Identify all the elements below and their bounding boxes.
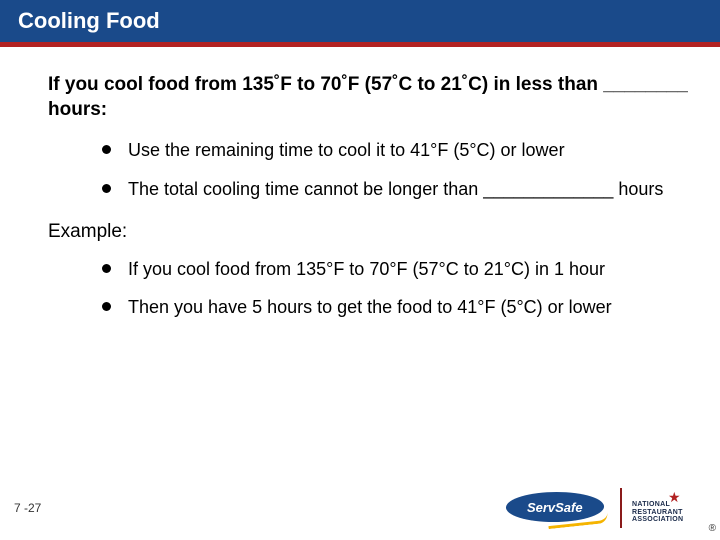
registered-mark: ® [709,523,716,534]
lead-text: If you cool food from 135˚F to 70˚F (57˚… [48,73,690,122]
nra-line3: ASSOCIATION [632,516,683,523]
logo-divider [620,488,622,528]
logo-group: ServSafe ★ NATIONAL RESTAURANT ASSOCIATI… [500,486,702,530]
example-label: Example: [48,221,690,243]
nra-line1: NATIONAL [632,501,670,508]
title-bar: Cooling Food [0,0,720,42]
page-number: 7 -27 [14,501,41,515]
slide-title: Cooling Food [18,8,160,34]
bullet-item: If you cool food from 135°F to 70°F (57°… [102,257,690,281]
star-icon: ★ [668,493,681,501]
bullet-list-2: If you cool food from 135°F to 70°F (57°… [102,257,690,320]
bullet-item: Use the remaining time to cool it to 41°… [102,138,690,162]
footer: 7 -27 ServSafe ★ NATIONAL RESTAURANT ASS… [0,482,720,540]
servsafe-logo: ServSafe [500,488,610,528]
nra-line2: RESTAURANT [632,509,683,516]
content-area: If you cool food from 135˚F to 70˚F (57˚… [0,47,720,540]
bullet-item: The total cooling time cannot be longer … [102,177,690,201]
slide: Cooling Food If you cool food from 135˚F… [0,0,720,540]
bullet-list-1: Use the remaining time to cool it to 41°… [102,138,690,201]
bullet-item: Then you have 5 hours to get the food to… [102,295,690,319]
nra-logo: ★ NATIONAL RESTAURANT ASSOCIATION [632,486,702,530]
servsafe-text: ServSafe [527,500,583,515]
